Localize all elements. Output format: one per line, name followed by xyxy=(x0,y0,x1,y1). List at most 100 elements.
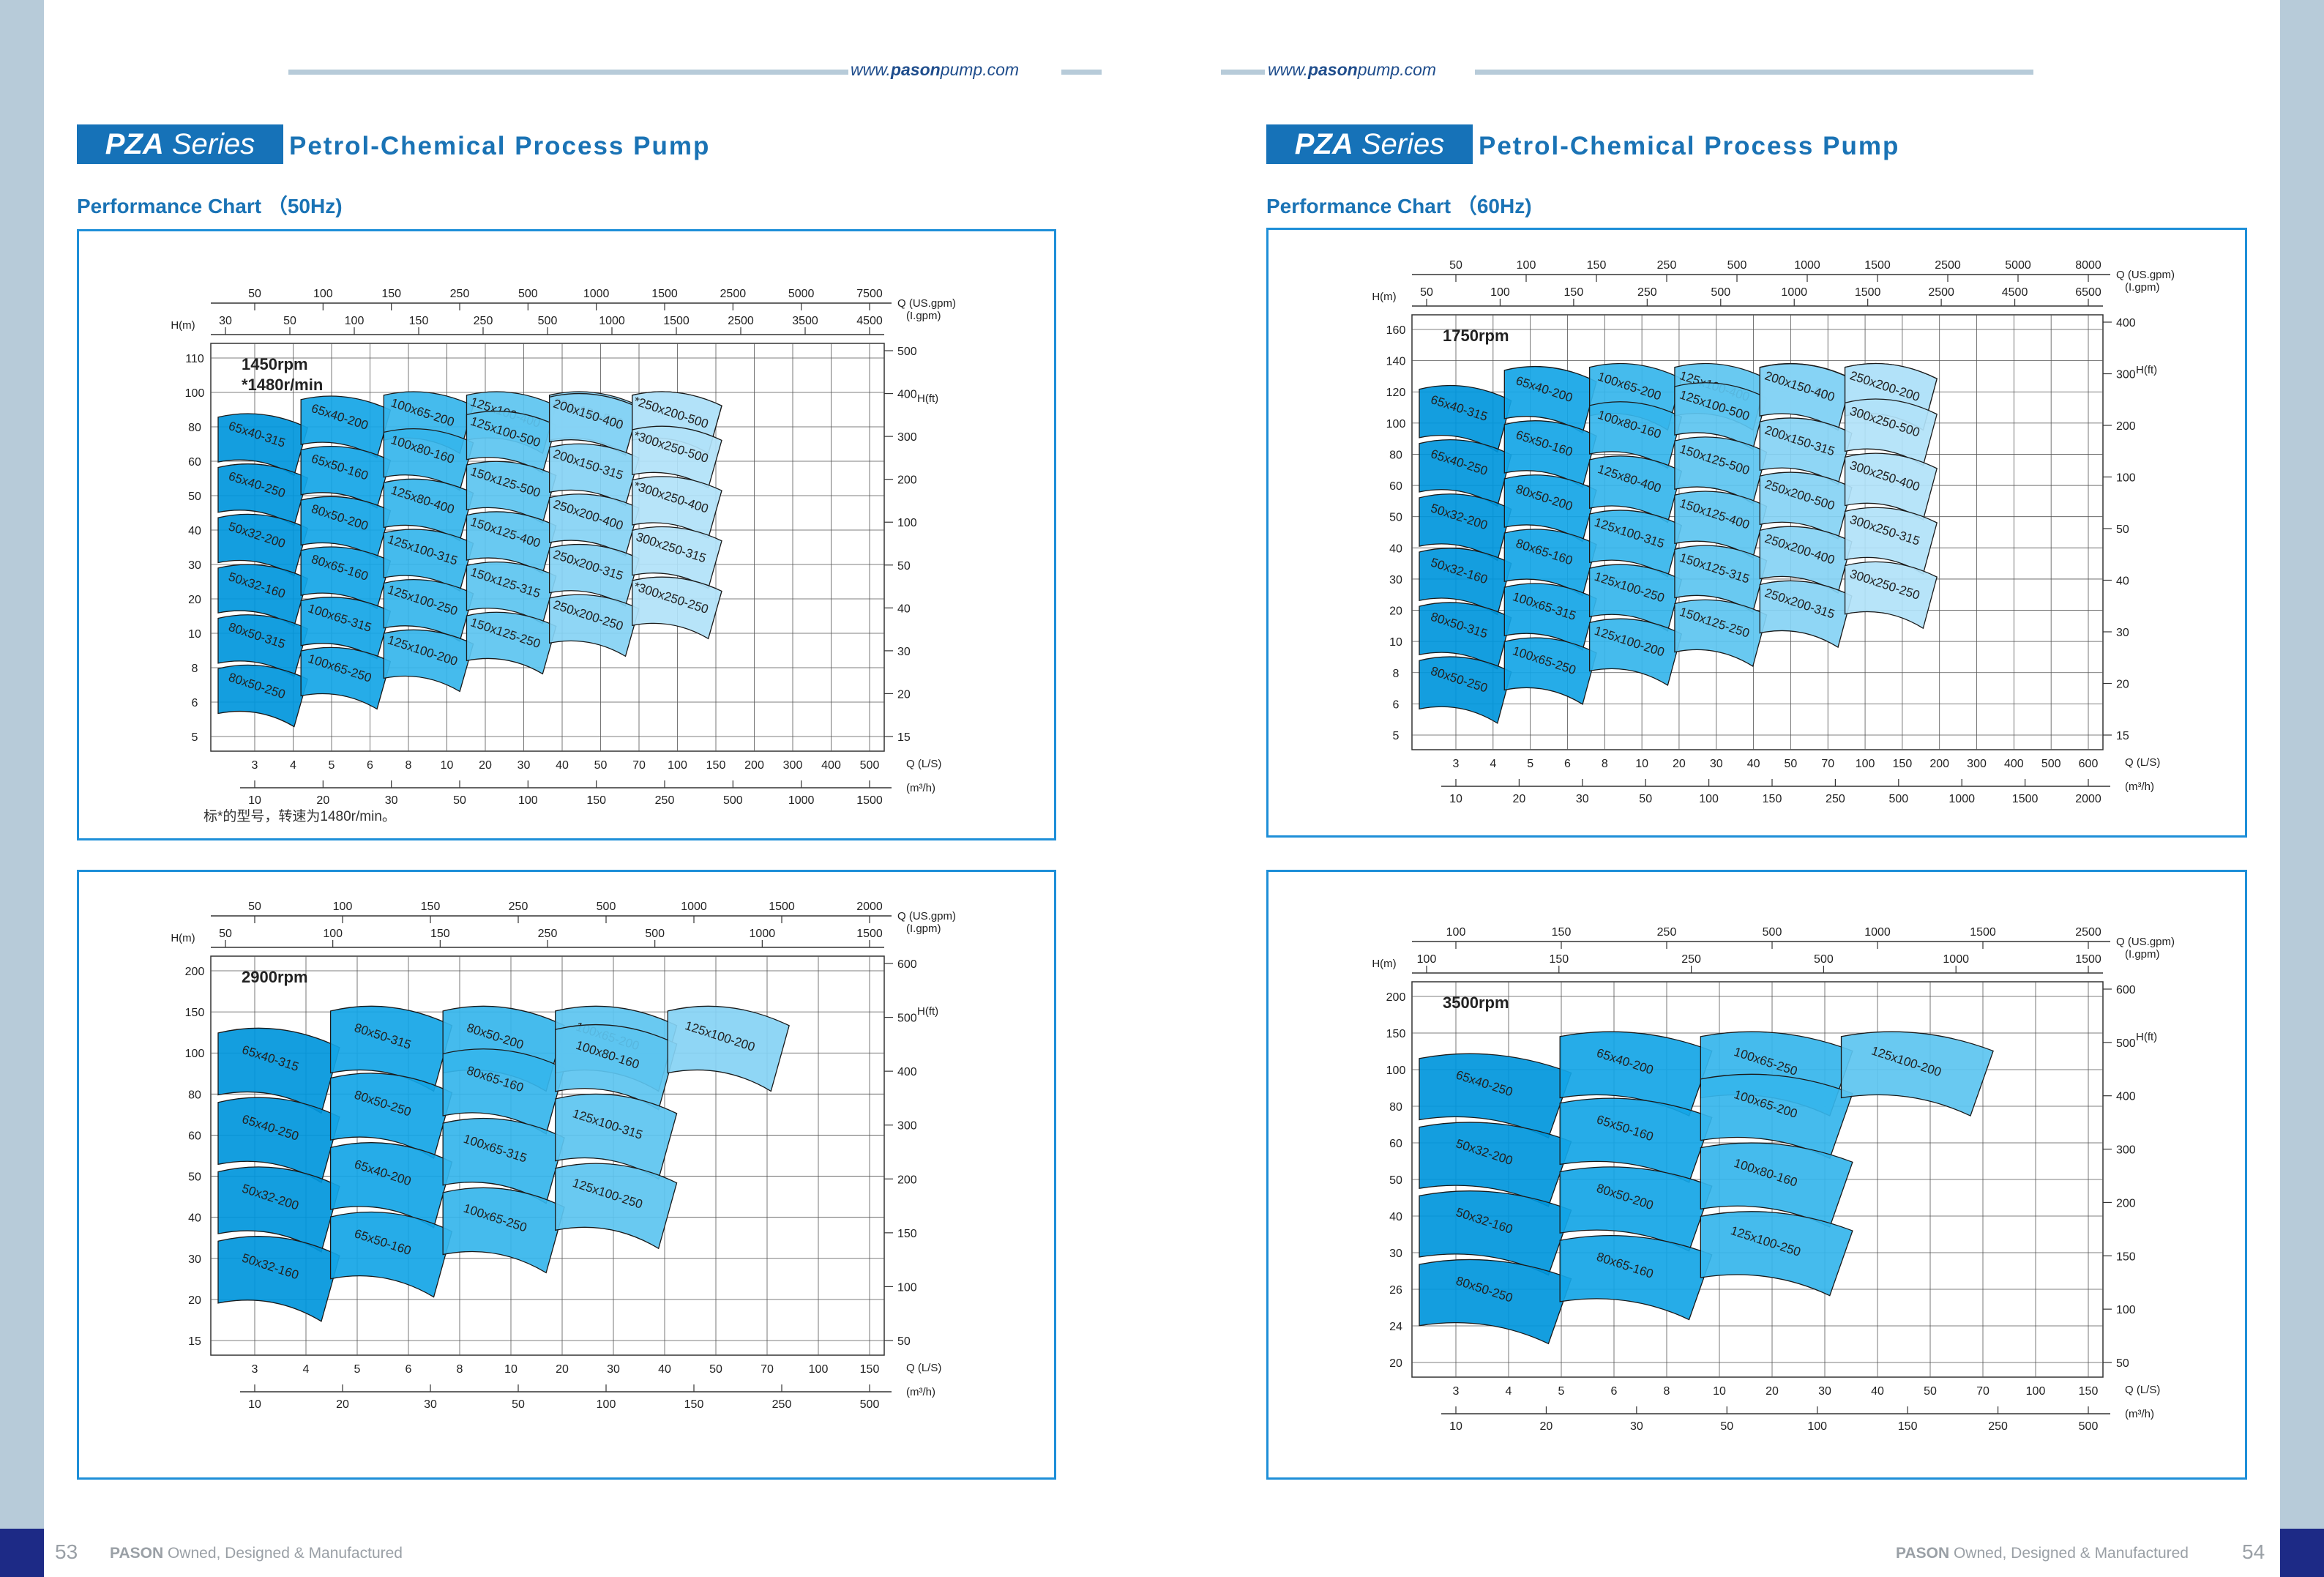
left-tick-label: 110 xyxy=(185,353,204,365)
top-tick-label-2: 50 xyxy=(283,315,296,327)
bottom-tick-label-1: 10 xyxy=(1635,758,1648,770)
pump-model-patch xyxy=(555,1024,678,1111)
right-tick-label: 100 xyxy=(897,517,917,529)
bottom-tick-label-1: 6 xyxy=(1564,758,1571,770)
top-tick-label-2: 50 xyxy=(219,928,232,940)
bottom-axis-2-label: (m³/h) xyxy=(2125,1408,2154,1420)
top-tick-label-1: 500 xyxy=(597,901,616,913)
pump-model-patch xyxy=(1700,1211,1853,1297)
top-tick-label-1: 500 xyxy=(1763,926,1782,939)
right-website-url[interactable]: www.pasonpump.com xyxy=(1268,60,1437,79)
bottom-axis-2-label: (m³/h) xyxy=(906,782,935,794)
left-tick-label: 150 xyxy=(1386,1028,1406,1040)
bottom-tick-label-1: 30 xyxy=(1818,1385,1831,1398)
top-tick-label-1: 1500 xyxy=(769,901,795,913)
top-tick-label-2: 6500 xyxy=(2075,286,2101,299)
top-tick-label-1: 8000 xyxy=(2075,259,2101,272)
top-tick-label-2: 1500 xyxy=(663,315,690,327)
top-tick-label-1: 1000 xyxy=(1864,926,1891,939)
left-series-badge: PZA Series xyxy=(77,124,283,164)
chart-panel-1450rpm: 50 100 150 250 500 1000 1500 2500 5000 7500 Q (US.… xyxy=(77,229,1056,840)
left-tick-label: 8 xyxy=(1393,668,1400,680)
top-tick-label-1: 500 xyxy=(518,288,538,300)
bottom-tick-label-1: 300 xyxy=(783,759,803,772)
right-tick-label: 400 xyxy=(897,1066,917,1078)
left-tick-label: 8 xyxy=(192,663,198,675)
bottom-tick-label-1: 30 xyxy=(1710,758,1723,770)
bottom-tick-label-1: 4 xyxy=(290,759,296,772)
bottom-tick-label-2: 2000 xyxy=(2075,793,2101,805)
left-tick-label: 40 xyxy=(1389,1211,1402,1223)
right-axis-label: H(ft) xyxy=(917,1005,938,1018)
right-tick-label: 50 xyxy=(2116,1357,2129,1370)
bottom-tick-label-1: 5 xyxy=(354,1363,361,1376)
top-axis-1-label: Q (US.gpm) xyxy=(2116,269,2175,281)
right-page-title: Petrol-Chemical Process Pump xyxy=(1479,132,1900,160)
bottom-tick-label-2: 50 xyxy=(512,1398,525,1411)
right-tick-label: 500 xyxy=(897,346,917,358)
left-tick-label: 100 xyxy=(185,1048,205,1060)
bottom-tick-label-1: 150 xyxy=(860,1363,880,1376)
top-tick-label-2: 2500 xyxy=(728,315,754,327)
top-tick-label-1: 150 xyxy=(1552,926,1572,939)
pump-model-patch xyxy=(632,425,722,489)
top-tick-label-1: 1000 xyxy=(583,288,610,300)
bottom-tick-label-2: 30 xyxy=(385,794,398,807)
pump-model-patch xyxy=(1700,1142,1853,1228)
top-tick-label-1: 50 xyxy=(248,901,261,913)
bottom-tick-label-1: 200 xyxy=(1929,758,1949,770)
top-tick-label-2: 1000 xyxy=(1781,286,1807,299)
left-tick-label: 24 xyxy=(1389,1321,1402,1333)
pump-model-patch xyxy=(632,476,722,539)
top-tick-label-1: 1500 xyxy=(1864,259,1891,272)
top-axis-2-label: (I.gpm) xyxy=(906,310,941,322)
bottom-tick-label-2: 150 xyxy=(684,1398,704,1411)
right-tick-label: 40 xyxy=(2116,575,2129,588)
left-tick-label: 50 xyxy=(188,491,201,503)
bottom-tick-label-1: 40 xyxy=(1747,758,1760,770)
left-tick-label: 20 xyxy=(188,594,201,606)
left-tick-label: 26 xyxy=(1389,1284,1402,1297)
top-tick-label-1: 1000 xyxy=(1794,259,1820,272)
bottom-tick-label-1: 4 xyxy=(1506,1385,1512,1398)
right-tick-label: 40 xyxy=(897,603,911,615)
left-tick-label: 50 xyxy=(1389,1174,1402,1187)
right-footer-brand: PASON Owned, Designed & Manufactured xyxy=(1896,1545,2189,1562)
right-tick-label: 100 xyxy=(2116,1304,2136,1316)
top-tick-label-1: 150 xyxy=(1587,259,1607,272)
left-tick-label: 80 xyxy=(1389,449,1402,461)
bottom-tick-label-1: 70 xyxy=(761,1363,774,1376)
top-tick-label-2: 4500 xyxy=(856,315,883,327)
pump-model-patch xyxy=(632,576,722,640)
right-tick-label: 400 xyxy=(2116,317,2136,329)
left-tick-label: 100 xyxy=(1386,418,1406,430)
right-tick-label: 500 xyxy=(897,1013,917,1025)
top-axis-2-label: (I.gpm) xyxy=(2125,948,2160,961)
top-tick-label-2: 100 xyxy=(323,928,343,940)
top-tick-label-2: 3500 xyxy=(792,315,818,327)
bottom-tick-label-1: 50 xyxy=(1924,1385,1937,1398)
right-tick-label: 300 xyxy=(897,431,917,444)
right-side-bar xyxy=(2280,0,2324,1577)
right-tick-label: 15 xyxy=(897,731,911,744)
right-perf-label: Performance Chart （60Hz) xyxy=(1266,195,1532,217)
left-tick-label: 120 xyxy=(1386,387,1406,399)
bottom-tick-label-1: 10 xyxy=(1713,1385,1726,1398)
pump-model-patch xyxy=(1588,618,1683,686)
left-tick-label: 50 xyxy=(1389,512,1402,524)
top-tick-label-2: 150 xyxy=(1564,286,1584,299)
top-tick-label-1: 5000 xyxy=(788,288,815,300)
top-tick-label-2: 500 xyxy=(538,315,558,327)
right-tick-label: 15 xyxy=(2116,730,2129,742)
bottom-tick-label-1: 100 xyxy=(668,759,687,772)
top-tick-label-1: 500 xyxy=(1727,259,1747,272)
plot-frame xyxy=(210,343,885,752)
left-header-line-end xyxy=(1061,70,1102,75)
right-axis-label: H(ft) xyxy=(2136,364,2157,376)
bottom-tick-label-1: 150 xyxy=(706,759,726,772)
pump-model-patch xyxy=(1419,1259,1572,1345)
left-tick-label: 20 xyxy=(1389,605,1402,618)
right-axis-label: H(ft) xyxy=(2136,1031,2157,1043)
left-page-marker xyxy=(0,1529,44,1577)
left-website-url[interactable]: www.pasonpump.com xyxy=(851,60,1020,79)
